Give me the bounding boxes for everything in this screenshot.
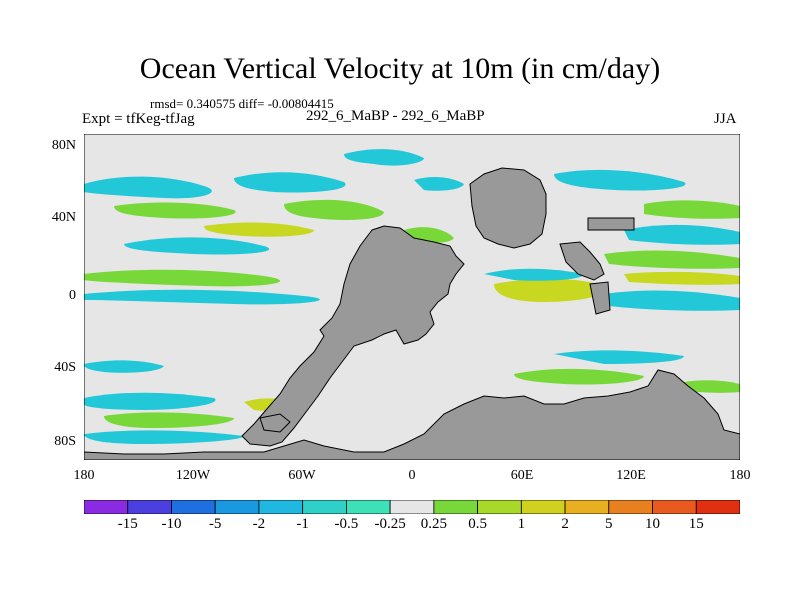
colorbar-swatch <box>302 500 347 514</box>
colorbar-swatch <box>695 500 740 514</box>
colorbar-label: 1 <box>517 516 526 532</box>
landmass <box>259 413 291 433</box>
colorbar-label: 15 <box>688 516 704 532</box>
season-label: JJA <box>714 111 737 127</box>
colorbar-label: -10 <box>161 516 182 532</box>
anomaly-patch <box>84 289 320 305</box>
colorbar <box>84 500 740 514</box>
anomaly-patch <box>284 199 384 220</box>
colorbar-label: -0.5 <box>334 516 359 532</box>
chart-title: Ocean Vertical Velocity at 10m (in cm/da… <box>139 52 661 85</box>
colorbar-swatch <box>433 500 478 514</box>
anomaly-patch <box>624 224 740 245</box>
colorbar-swatch <box>608 500 653 514</box>
x-tick-120e: 120E <box>616 468 646 483</box>
experiment-label: Expt = tfKeg-tfJag <box>82 111 195 127</box>
anomaly-patch <box>84 430 244 444</box>
anomaly-patch <box>124 237 270 255</box>
y-tick-80n: 80N <box>51 138 76 153</box>
colorbar-swatch <box>477 500 522 514</box>
colorbar-swatch <box>652 500 697 514</box>
colorbar-label: -5 <box>208 516 222 532</box>
anomaly-patch <box>494 278 606 302</box>
landmass <box>241 225 465 447</box>
colorbar-swatch <box>564 500 610 514</box>
anomaly-patch <box>624 271 740 285</box>
anomaly-patch <box>234 172 346 193</box>
anomaly-patch <box>114 202 236 219</box>
anomaly-patch <box>554 350 684 364</box>
anomaly-patch <box>644 200 740 219</box>
colorbar-swatch <box>127 500 172 514</box>
anomaly-patch <box>84 176 212 199</box>
colorbar-label: -15 <box>117 516 138 532</box>
anomaly-patch <box>84 360 164 373</box>
colorbar-swatch <box>84 500 129 514</box>
y-tick-80s: 80S <box>54 434 76 449</box>
colorbar-label: 0.25 <box>420 516 447 532</box>
anomaly-patch <box>484 268 584 281</box>
colorbar-label: -2 <box>252 516 266 532</box>
anomaly-patch <box>554 169 686 191</box>
colorbar-swatch <box>345 500 391 514</box>
x-tick-0: 0 <box>408 468 416 483</box>
x-tick-180-east: 180 <box>729 468 751 483</box>
landmass <box>589 281 611 315</box>
landmass <box>559 241 605 281</box>
colorbar-label: 10 <box>645 516 661 532</box>
colorbar-label: 5 <box>605 516 613 532</box>
landmass <box>84 369 740 460</box>
colorbar-swatch <box>520 500 566 514</box>
y-tick-40s: 40S <box>54 360 76 375</box>
colorbar-label: -0.25 <box>374 516 406 532</box>
anomaly-patch <box>344 149 424 166</box>
landmasses <box>84 167 740 460</box>
case-id-label: 292_6_MaBP - 292_6_MaBP <box>306 108 485 124</box>
colorbar-swatch <box>214 500 260 514</box>
x-tick-60w: 60W <box>288 468 316 483</box>
anomaly-patch <box>104 412 234 428</box>
landmass <box>469 167 547 249</box>
colorbar-label: 2 <box>561 516 569 532</box>
x-tick-60e: 60E <box>510 468 534 483</box>
anomaly-patch <box>84 269 281 287</box>
colorbar-label: 0.5 <box>468 516 487 532</box>
x-tick-180-west: 180 <box>73 468 95 483</box>
colorbar-label: -1 <box>296 516 309 532</box>
y-tick-0: 0 <box>69 288 76 303</box>
anomaly-patch <box>84 392 216 410</box>
anomaly-patch <box>514 368 644 385</box>
y-tick-40n: 40N <box>51 210 76 225</box>
anomaly-patch <box>604 250 740 269</box>
stats-line: rmsd= 0.340575 diff= -0.00804415 <box>150 96 334 111</box>
x-tick-120w: 120W <box>175 468 211 483</box>
colorbar-swatch <box>258 500 304 514</box>
colorbar-swatch <box>389 500 435 514</box>
anomaly-patch <box>204 222 314 237</box>
landmass <box>587 217 635 231</box>
anomaly-patch <box>604 290 740 311</box>
anomaly-patch <box>414 177 464 191</box>
map-plot <box>84 134 740 460</box>
velocity-anomaly-patches <box>84 149 740 444</box>
colorbar-swatch <box>171 500 216 514</box>
